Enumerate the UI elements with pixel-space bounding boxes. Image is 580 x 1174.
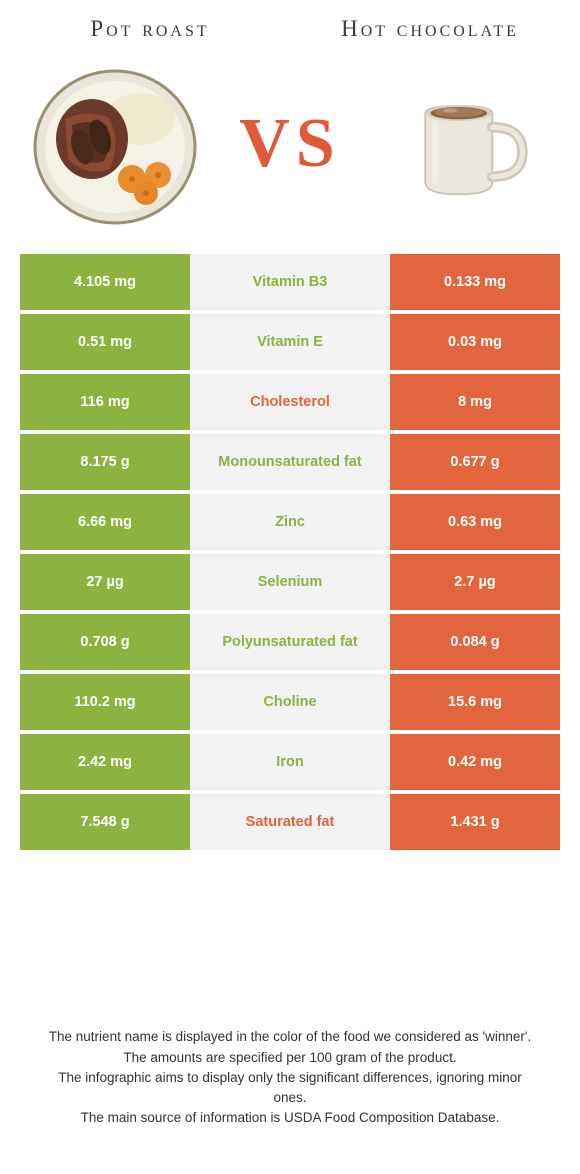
value-b: 0.084 g	[390, 614, 560, 670]
titles-row: Pot roast Hot chocolate	[0, 0, 580, 49]
table-row: 110.2 mgCholine15.6 mg	[20, 674, 560, 730]
nutrient-name: Zinc	[190, 494, 390, 550]
nutrient-name: Monounsaturated fat	[190, 434, 390, 490]
food-a-image	[30, 59, 200, 229]
value-a: 2.42 mg	[20, 734, 190, 790]
table-row: 4.105 mgVitamin B30.133 mg	[20, 254, 560, 310]
value-b: 0.63 mg	[390, 494, 560, 550]
value-a: 7.548 g	[20, 794, 190, 850]
nutrient-name: Polyunsaturated fat	[190, 614, 390, 670]
table-row: 6.66 mgZinc0.63 mg	[20, 494, 560, 550]
nutrient-name: Cholesterol	[190, 374, 390, 430]
table-row: 116 mgCholesterol8 mg	[20, 374, 560, 430]
table-row: 0.51 mgVitamin E0.03 mg	[20, 314, 560, 370]
table-row: 2.42 mgIron0.42 mg	[20, 734, 560, 790]
nutrient-name: Vitamin E	[190, 314, 390, 370]
value-a: 6.66 mg	[20, 494, 190, 550]
value-b: 15.6 mg	[390, 674, 560, 730]
value-b: 2.7 µg	[390, 554, 560, 610]
nutrient-name: Saturated fat	[190, 794, 390, 850]
nutrient-name: Choline	[190, 674, 390, 730]
value-a: 0.51 mg	[20, 314, 190, 370]
footer-notes: The nutrient name is displayed in the co…	[40, 1027, 540, 1129]
value-b: 0.03 mg	[390, 314, 560, 370]
title-col-a: Pot roast	[10, 15, 290, 44]
value-a: 110.2 mg	[20, 674, 190, 730]
value-b: 0.42 mg	[390, 734, 560, 790]
footer-line-2: The amounts are specified per 100 gram o…	[40, 1048, 540, 1068]
vs-label: VS	[239, 104, 340, 184]
value-a: 0.708 g	[20, 614, 190, 670]
food-b-title: Hot chocolate	[341, 15, 519, 44]
value-b: 1.431 g	[390, 794, 560, 850]
value-a: 8.175 g	[20, 434, 190, 490]
value-b: 0.677 g	[390, 434, 560, 490]
comparison-table: 4.105 mgVitamin B30.133 mg0.51 mgVitamin…	[20, 254, 560, 850]
footer-line-3: The infographic aims to display only the…	[40, 1068, 540, 1107]
nutrient-name: Vitamin B3	[190, 254, 390, 310]
table-row: 0.708 gPolyunsaturated fat0.084 g	[20, 614, 560, 670]
nutrient-name: Iron	[190, 734, 390, 790]
food-b-image	[380, 59, 550, 229]
footer-line-1: The nutrient name is displayed in the co…	[40, 1027, 540, 1047]
table-row: 7.548 gSaturated fat1.431 g	[20, 794, 560, 850]
value-b: 8 mg	[390, 374, 560, 430]
value-a: 4.105 mg	[20, 254, 190, 310]
nutrient-name: Selenium	[190, 554, 390, 610]
food-a-title: Pot roast	[90, 15, 209, 44]
value-a: 116 mg	[20, 374, 190, 430]
title-col-b: Hot chocolate	[290, 15, 570, 44]
hero-row: VS	[0, 49, 580, 254]
footer-line-4: The main source of information is USDA F…	[40, 1108, 540, 1128]
table-row: 8.175 gMonounsaturated fat0.677 g	[20, 434, 560, 490]
value-a: 27 µg	[20, 554, 190, 610]
value-b: 0.133 mg	[390, 254, 560, 310]
table-row: 27 µgSelenium2.7 µg	[20, 554, 560, 610]
